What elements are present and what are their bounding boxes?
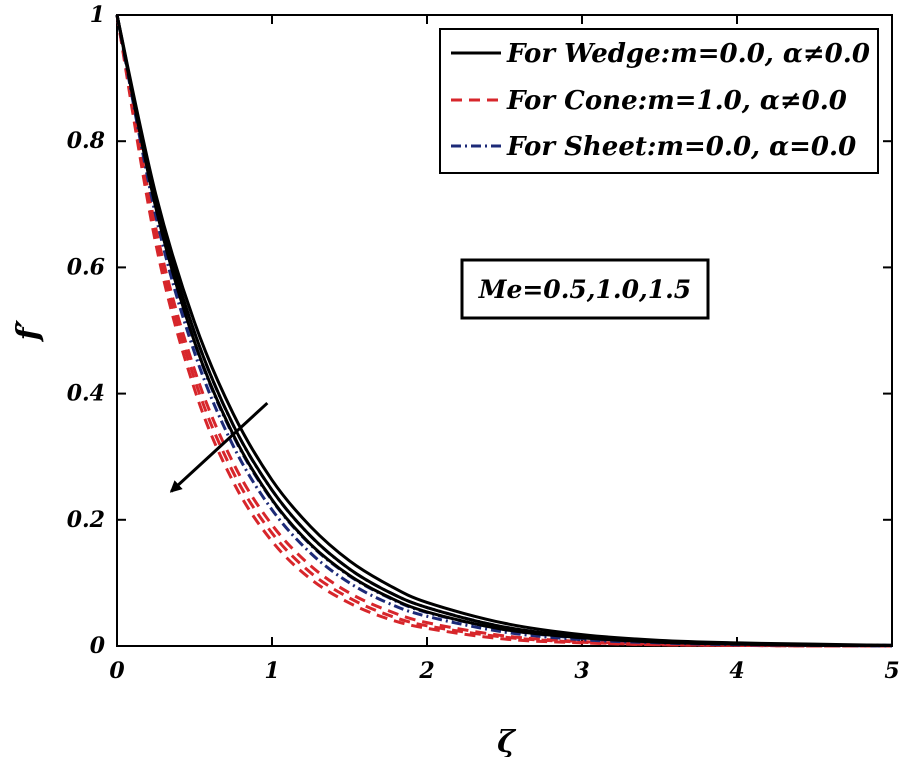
y-axis-label: f′ — [11, 320, 46, 343]
series-line-cone — [115, 14, 893, 648]
y-tick-label: 0.8 — [67, 128, 105, 154]
y-tick-label: 0.4 — [67, 381, 105, 407]
y-tick-label: 1 — [90, 2, 105, 28]
x-tick-labels: 0 1 2 3 4 5 — [109, 658, 899, 684]
legend-box — [439, 28, 879, 174]
y-tick-label: 0 — [90, 633, 106, 659]
x-tick-label: 5 — [884, 658, 899, 684]
legend-label-wedge: For Wedge:m=0.0, α≠0.0 — [506, 39, 870, 69]
x-tick-label: 4 — [729, 658, 744, 684]
x-tick-label: 2 — [418, 658, 434, 684]
annotation-box — [460, 258, 710, 320]
legend: For Wedge:m=0.0, α≠0.0 For Cone:m=1.0, α… — [439, 28, 879, 174]
y-tick-labels: 0 0.2 0.4 0.6 0.8 1 — [67, 2, 106, 659]
legend-label-cone: For Cone:m=1.0, α≠0.0 — [506, 86, 847, 116]
series-line-wedge — [115, 14, 893, 647]
x-axis-label: ζ — [497, 725, 517, 757]
x-tick-label: 3 — [574, 658, 589, 684]
series-group — [115, 14, 893, 648]
annotation-text: Me=0.5,1.0,1.5 — [478, 275, 691, 304]
series-line-cone — [115, 14, 893, 648]
parameter-annotation: Me=0.5,1.0,1.5 — [460, 258, 710, 320]
series-line-sheet — [115, 14, 893, 648]
legend-label-sheet: For Sheet:m=0.0, α=0.0 — [506, 132, 856, 162]
x-tick-label: 1 — [264, 658, 279, 684]
x-tick-label: 0 — [109, 658, 125, 684]
y-tick-label: 0.6 — [67, 254, 105, 280]
y-tick-label: 0.2 — [67, 507, 105, 533]
trend-arrow — [169, 401, 269, 493]
